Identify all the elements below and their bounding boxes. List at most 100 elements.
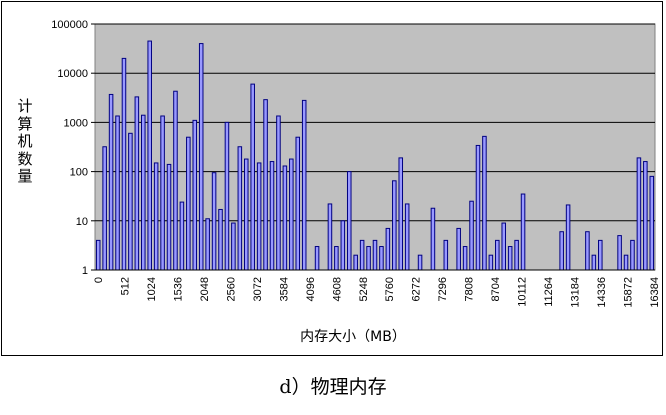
figure-caption: d）物理内存 [279, 376, 387, 398]
bar-chart: 1 10 100 1000 10000 100000 0 512 1024 1536 2048 25… [51, 19, 661, 308]
y-axis-ticks: 1 10 100 1000 10000 100000 [51, 19, 95, 277]
y-tick-label: 100 [70, 167, 88, 179]
bar [231, 222, 236, 271]
bar [179, 201, 185, 271]
bar [398, 157, 404, 271]
bar [475, 144, 481, 271]
x-tick-label: 11264 [543, 277, 555, 307]
bar [649, 175, 655, 271]
bar [237, 146, 243, 271]
bar [282, 165, 288, 271]
bar [160, 115, 165, 271]
bar [488, 254, 494, 271]
x-tick-label: 6272 [411, 277, 423, 301]
bar [108, 93, 114, 271]
x-tick-label: 2048 [199, 277, 211, 301]
x-tick-label: 4096 [305, 277, 317, 301]
bar [366, 246, 371, 271]
y-axis-label: 计算机数量 [17, 97, 33, 185]
bar [340, 220, 346, 271]
y-tick-label: 10000 [57, 68, 88, 80]
x-tick-label: 10112 [517, 277, 529, 307]
x-tick-label: 512 [120, 277, 132, 295]
bar [630, 239, 635, 271]
bar [289, 158, 294, 271]
x-tick-label: 7296 [437, 277, 449, 301]
bar [153, 162, 159, 271]
bar [276, 115, 281, 271]
bar [404, 203, 410, 271]
x-tick-label: 0 [93, 277, 105, 283]
bar [147, 40, 152, 271]
bar [430, 207, 436, 271]
x-axis-ticks: 0 512 1024 1536 2048 2560 3072 3584 4096 4608 5248… [93, 269, 661, 308]
bar [565, 204, 571, 271]
bar [559, 231, 564, 271]
bar [211, 172, 217, 271]
bar [295, 136, 301, 271]
bar [263, 99, 268, 271]
bar [385, 227, 391, 271]
bar [617, 235, 622, 271]
bar [134, 96, 140, 271]
bar [495, 239, 500, 271]
x-tick-label: 15872 [623, 277, 635, 308]
bar [205, 218, 210, 271]
x-axis-label: 内存大小（MB） [300, 329, 406, 345]
bar [224, 121, 230, 271]
bar [301, 99, 307, 271]
bar [598, 239, 603, 271]
bar [443, 239, 449, 271]
bar [514, 239, 519, 271]
y-tick-label: 100000 [51, 19, 88, 31]
bar [192, 119, 198, 271]
bar [591, 254, 597, 271]
bar [636, 157, 642, 271]
bar [121, 57, 127, 271]
bar [469, 200, 474, 271]
x-tick-label: 8704 [490, 277, 502, 301]
bar [95, 239, 101, 271]
bar [643, 161, 648, 271]
bar [392, 180, 397, 271]
x-tick-label: 14336 [596, 277, 608, 308]
bar [269, 161, 275, 271]
bar [250, 83, 255, 271]
x-tick-label: 3584 [278, 277, 290, 301]
x-tick-label: 4608 [331, 277, 343, 301]
bar [359, 239, 365, 271]
bar [456, 227, 461, 271]
x-tick-label: 3072 [252, 277, 264, 301]
bar [507, 246, 513, 271]
bar [256, 162, 262, 271]
bar [173, 90, 178, 271]
bar [166, 163, 172, 271]
x-tick-label: 5760 [384, 277, 396, 301]
y-tick-label: 1000 [64, 117, 88, 129]
bar [243, 158, 249, 271]
bar [218, 208, 223, 271]
bar [198, 43, 204, 271]
bar [353, 254, 358, 271]
y-tick-label: 1 [82, 265, 88, 277]
bar [102, 146, 107, 271]
bar [186, 136, 191, 271]
bar [623, 254, 629, 271]
bar [128, 132, 133, 271]
bar [379, 246, 384, 271]
y-tick-label: 10 [76, 216, 88, 228]
bar [141, 114, 146, 271]
x-tick-label: 13184 [570, 277, 582, 308]
bar [334, 246, 339, 271]
bar [372, 239, 378, 271]
bar [314, 246, 320, 271]
bar [520, 193, 526, 271]
bar [462, 246, 468, 271]
x-tick-label: 1024 [146, 277, 158, 301]
x-tick-label: 2560 [225, 277, 237, 301]
bar [346, 171, 352, 271]
x-tick-label: 1536 [172, 277, 184, 301]
bar [482, 135, 487, 271]
x-tick-label: 16384 [649, 277, 661, 308]
bar [585, 231, 590, 271]
